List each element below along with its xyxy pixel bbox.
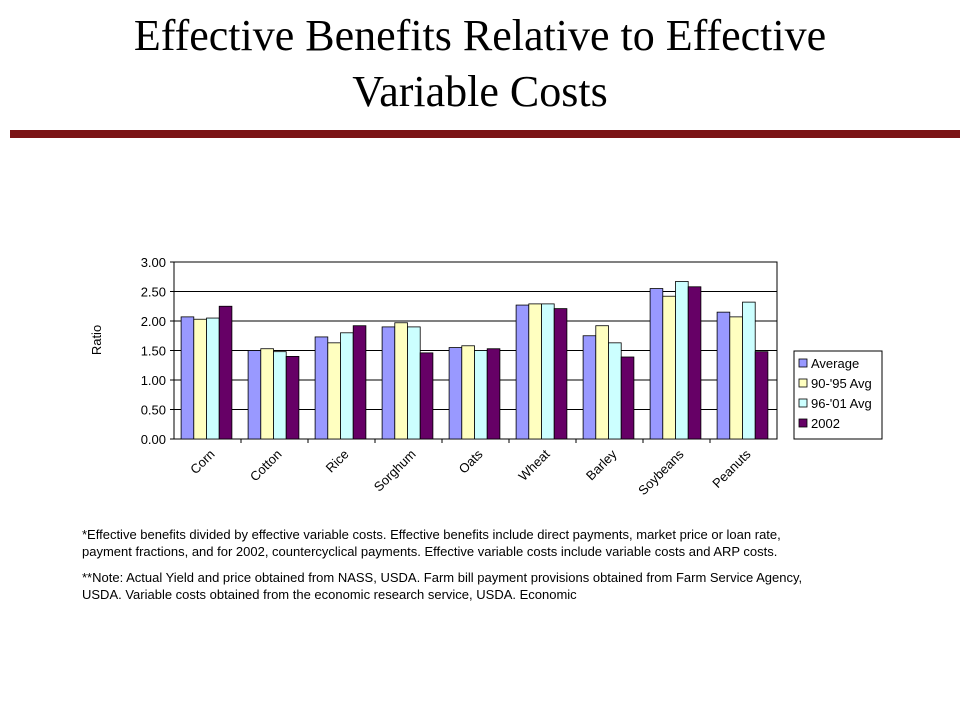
x-tick-label: Wheat bbox=[515, 446, 552, 483]
bar bbox=[206, 317, 220, 440]
bar bbox=[595, 325, 609, 440]
y-tick-label: 2.00 bbox=[141, 314, 166, 329]
bar bbox=[260, 348, 274, 440]
bar bbox=[486, 348, 501, 440]
bar bbox=[528, 303, 542, 440]
slide-title-line-2: Variable Costs bbox=[352, 67, 608, 116]
bar bbox=[340, 332, 354, 440]
x-tick-label: Sorghum bbox=[371, 447, 419, 495]
y-tick-label: 1.50 bbox=[141, 344, 166, 359]
bar bbox=[419, 352, 434, 440]
legend-label: 96-'01 Avg bbox=[811, 396, 872, 411]
x-tick-label: Rice bbox=[323, 447, 352, 476]
bar bbox=[394, 322, 408, 440]
y-tick-label: 3.00 bbox=[141, 255, 166, 270]
footnotes: *Effective benefits divided by effective… bbox=[82, 526, 902, 612]
bar bbox=[474, 350, 488, 440]
bar bbox=[662, 295, 676, 440]
footnote-1-line-1: *Effective benefits divided by effective… bbox=[82, 527, 781, 542]
x-tick-label: Barley bbox=[583, 446, 620, 483]
legend-label: 90-'95 Avg bbox=[811, 376, 872, 391]
footnote-2: **Note: Actual Yield and price obtained … bbox=[82, 569, 902, 603]
bar bbox=[407, 326, 421, 440]
bar bbox=[193, 318, 207, 440]
x-tick-label: Cotton bbox=[247, 447, 285, 485]
bar bbox=[314, 336, 329, 440]
footnote-1: *Effective benefits divided by effective… bbox=[82, 526, 902, 560]
bar bbox=[729, 316, 743, 440]
y-tick-label: 2.50 bbox=[141, 285, 166, 300]
y-axis-label: Ratio bbox=[89, 325, 104, 355]
y-tick-label: 1.00 bbox=[141, 373, 166, 388]
legend-swatch bbox=[798, 358, 808, 368]
bar bbox=[327, 342, 341, 440]
bar bbox=[352, 325, 367, 440]
legend-swatch bbox=[798, 398, 808, 408]
bar bbox=[742, 301, 756, 440]
bar bbox=[541, 303, 555, 440]
bar bbox=[515, 304, 530, 440]
footnote-2-line-1: **Note: Actual Yield and price obtained … bbox=[82, 570, 803, 585]
bar bbox=[620, 356, 635, 440]
bar bbox=[273, 351, 287, 440]
legend-swatch bbox=[798, 378, 808, 388]
slide-title-line-1: Effective Benefits Relative to Effective bbox=[133, 11, 827, 60]
legend-box bbox=[793, 350, 883, 440]
y-tick-label: 0.50 bbox=[141, 403, 166, 418]
bar bbox=[218, 305, 233, 440]
bar bbox=[675, 281, 689, 440]
bar bbox=[649, 288, 664, 440]
bar bbox=[448, 347, 463, 440]
y-tick-label: 0.00 bbox=[141, 432, 166, 447]
bar bbox=[461, 345, 475, 440]
bar bbox=[553, 308, 568, 440]
title-divider bbox=[10, 130, 960, 138]
x-tick-label: Oats bbox=[456, 446, 486, 476]
footnote-1-line-2: payment fractions, and for 2002, counter… bbox=[82, 544, 778, 559]
bar bbox=[716, 311, 731, 440]
legend-swatch bbox=[798, 418, 808, 428]
x-tick-label: Soybeans bbox=[635, 446, 687, 498]
bar bbox=[608, 342, 622, 440]
legend-label: Average bbox=[811, 356, 859, 371]
bar bbox=[381, 326, 396, 440]
bar bbox=[247, 350, 262, 440]
bar bbox=[754, 351, 769, 440]
legend-label: 2002 bbox=[811, 416, 840, 431]
bar bbox=[285, 355, 300, 440]
slide-title: Effective Benefits Relative to Effective… bbox=[0, 8, 960, 120]
x-tick-label: Peanuts bbox=[709, 446, 754, 491]
footnote-2-line-2: USDA. Variable costs obtained from the e… bbox=[82, 587, 577, 602]
bar bbox=[687, 286, 702, 440]
bar bbox=[582, 335, 597, 440]
bar bbox=[180, 316, 195, 440]
x-tick-label: Corn bbox=[187, 447, 218, 478]
